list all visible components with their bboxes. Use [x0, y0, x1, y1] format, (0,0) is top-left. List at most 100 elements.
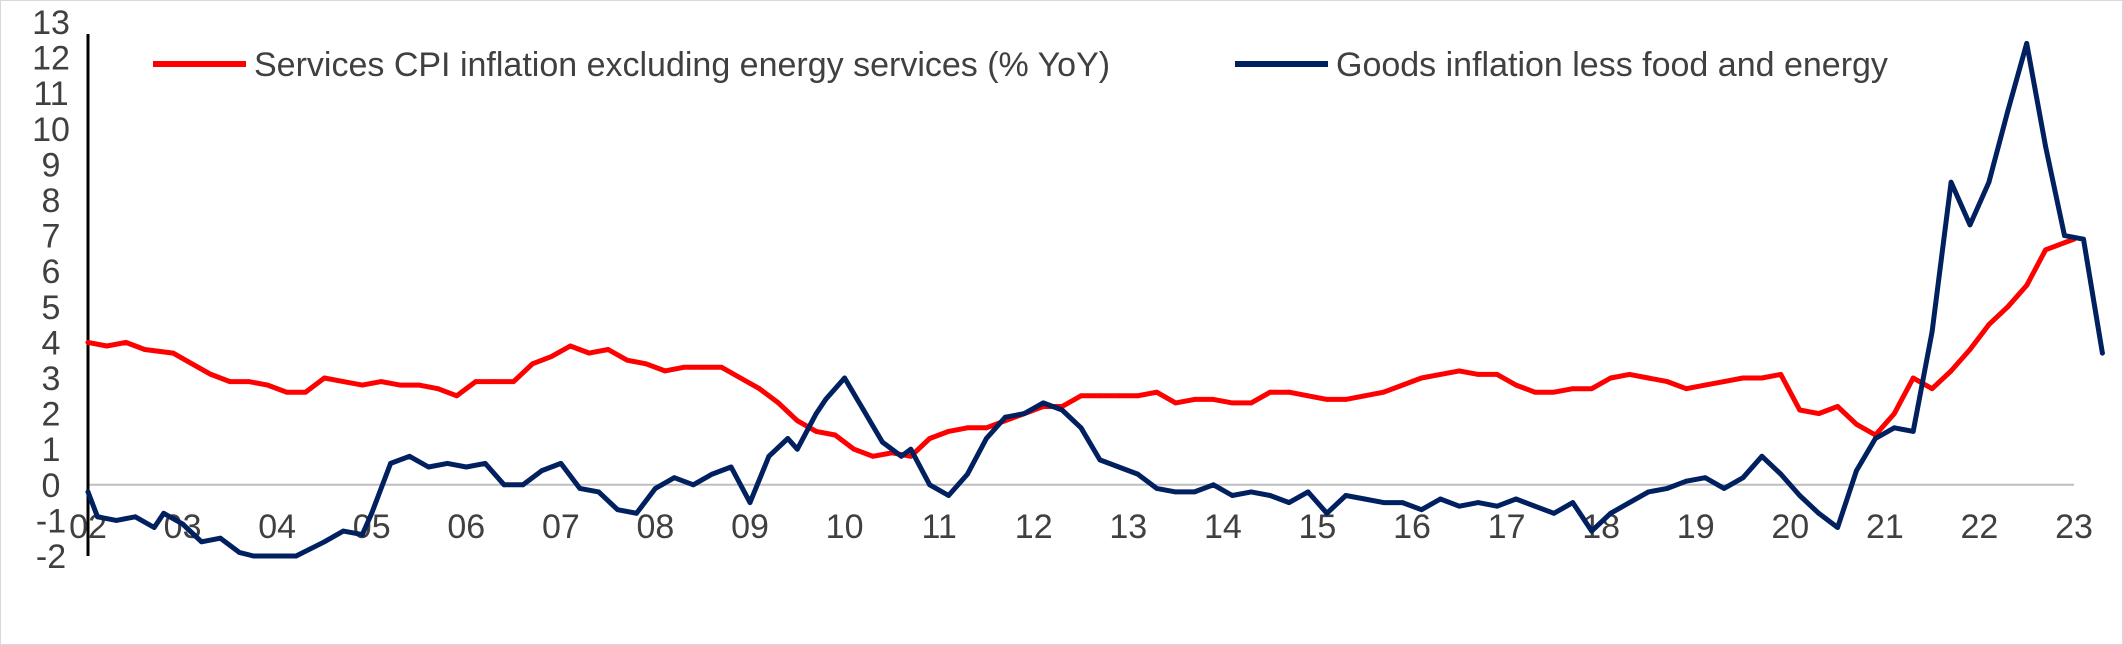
data-point — [236, 550, 242, 555]
x-tick-label: 08 — [637, 508, 675, 546]
data-point — [1229, 493, 1235, 498]
data-point — [463, 464, 469, 470]
data-point — [416, 382, 422, 388]
data-point — [785, 436, 791, 441]
data-point — [1021, 411, 1027, 416]
data-point — [539, 468, 545, 473]
data-point — [1873, 436, 1878, 441]
data-point — [359, 382, 365, 388]
data-point — [435, 386, 441, 392]
data-point — [1211, 397, 1216, 402]
data-point — [208, 372, 214, 377]
data-point — [1778, 372, 1784, 377]
x-tick-label: 19 — [1677, 508, 1715, 546]
y-tick-label: 7 — [42, 218, 61, 256]
data-point — [1778, 471, 1784, 477]
data-point — [473, 379, 479, 384]
data-point — [1646, 375, 1651, 381]
data-point — [1059, 407, 1065, 413]
x-tick-label: 06 — [447, 508, 485, 546]
data-point — [1324, 510, 1330, 516]
data-point — [246, 379, 252, 384]
data-point — [1248, 400, 1254, 406]
series-layer — [85, 40, 2105, 559]
data-point — [340, 528, 346, 534]
data-point — [1135, 471, 1141, 477]
data-point — [1551, 389, 1557, 395]
data-point — [1702, 475, 1708, 481]
data-point — [180, 521, 186, 527]
x-tick-label: 22 — [1961, 508, 1999, 546]
data-point — [1532, 389, 1538, 395]
y-tick-label: 13 — [32, 4, 70, 42]
series-1 — [85, 40, 2105, 559]
data-point — [293, 553, 299, 559]
data-point — [1097, 457, 1103, 463]
data-point — [454, 393, 460, 399]
data-point — [1986, 179, 1992, 185]
data-point — [1835, 404, 1840, 409]
data-point — [1759, 453, 1765, 459]
y-tick-label: -1 — [36, 502, 66, 540]
data-point — [1267, 389, 1273, 395]
data-point — [984, 436, 989, 441]
data-point — [1967, 347, 1973, 352]
y-tick-label: 2 — [42, 396, 61, 434]
data-point — [719, 364, 724, 370]
data-point — [1456, 503, 1462, 509]
data-point — [426, 464, 431, 470]
data-point — [662, 368, 668, 374]
data-point — [1854, 421, 1859, 427]
data-point — [482, 461, 488, 466]
data-point — [123, 340, 129, 345]
x-tick-label: 15 — [1299, 508, 1337, 546]
y-tick-label: 1 — [42, 431, 61, 469]
data-point — [577, 486, 583, 491]
y-tick-label: 0 — [42, 467, 61, 505]
data-point — [359, 532, 365, 537]
data-point — [1740, 475, 1746, 481]
data-point — [1154, 389, 1160, 395]
data-point — [322, 539, 327, 545]
data-point — [1381, 500, 1386, 505]
data-point — [1248, 489, 1254, 495]
data-point — [1116, 393, 1122, 399]
data-point — [757, 386, 762, 392]
data-point — [2024, 41, 2030, 46]
data-point — [492, 379, 498, 384]
data-point — [861, 407, 866, 413]
data-point — [1154, 486, 1160, 491]
data-point — [653, 486, 658, 491]
data-point — [1097, 393, 1103, 399]
data-point — [2005, 108, 2011, 114]
data-point — [1608, 510, 1613, 516]
data-point — [1192, 489, 1197, 495]
data-point — [549, 354, 554, 359]
data-point — [870, 453, 876, 459]
data-point — [1759, 375, 1765, 381]
data-point — [2100, 350, 2105, 356]
data-point — [709, 471, 715, 477]
data-point — [700, 364, 706, 370]
y-tick-label: 12 — [32, 40, 70, 78]
data-point — [1891, 425, 1897, 431]
data-point — [946, 493, 951, 498]
y-tick-label: 11 — [33, 75, 68, 113]
data-point — [984, 425, 989, 431]
x-tick-label: 21 — [1866, 508, 1904, 546]
data-point — [1721, 379, 1727, 384]
data-point — [823, 397, 829, 402]
data-point — [85, 340, 91, 345]
data-point — [284, 389, 289, 395]
y-tick-label: 8 — [42, 182, 61, 220]
data-point — [1532, 503, 1538, 509]
data-point — [1305, 489, 1311, 495]
data-point — [1702, 382, 1708, 388]
data-point — [643, 361, 649, 367]
x-tick-label: 14 — [1204, 508, 1242, 546]
x-tick-label: 07 — [542, 508, 580, 546]
data-point — [842, 375, 847, 381]
data-point — [1211, 482, 1216, 488]
data-point — [1305, 393, 1311, 399]
x-tick-label: 13 — [1109, 508, 1147, 546]
